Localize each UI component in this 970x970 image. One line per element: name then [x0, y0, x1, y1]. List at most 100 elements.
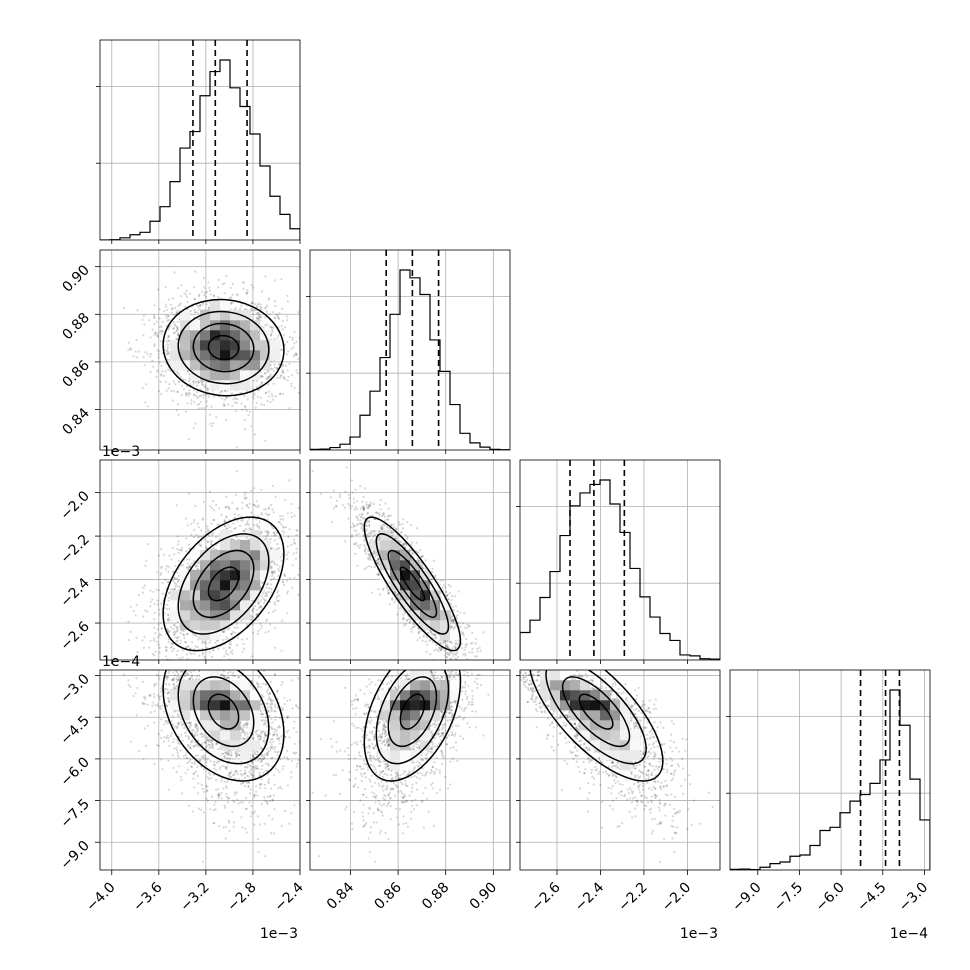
- sample-point: [277, 547, 281, 550]
- sample-point: [201, 518, 204, 521]
- sample-point: [149, 352, 152, 356]
- sample-point: [290, 515, 293, 519]
- sample-point: [250, 309, 253, 312]
- sample-point: [223, 519, 226, 522]
- sample-point: [256, 525, 259, 528]
- sample-point: [165, 389, 168, 392]
- sample-point: [173, 323, 176, 326]
- sample-point: [272, 610, 275, 613]
- density-cell: [270, 340, 281, 351]
- sample-point: [324, 539, 326, 541]
- sample-point: [146, 405, 149, 408]
- sample-point: [312, 524, 314, 526]
- density-cell: [210, 310, 221, 321]
- sample-point: [250, 511, 253, 514]
- sample-point: [173, 576, 176, 580]
- sample-point: [260, 383, 263, 386]
- sample-point: [300, 368, 302, 370]
- sample-point: [201, 641, 204, 645]
- density-cell: [220, 340, 231, 351]
- sample-point: [276, 599, 279, 603]
- sample-point: [177, 540, 180, 543]
- sample-point: [230, 633, 233, 636]
- sample-point: [164, 578, 167, 581]
- sample-point: [165, 353, 169, 356]
- sample-point: [281, 370, 284, 374]
- sample-point: [154, 332, 157, 335]
- sample-point: [259, 605, 262, 608]
- sample-point: [312, 359, 314, 361]
- sample-point: [225, 636, 228, 639]
- sample-point: [244, 530, 247, 533]
- sample-point: [176, 329, 179, 332]
- sample-point: [158, 633, 161, 636]
- sample-point: [161, 321, 164, 324]
- density-cell: [190, 340, 201, 351]
- sample-point: [242, 530, 245, 533]
- panel-1-0: [99, 249, 314, 451]
- sample-point: [201, 640, 204, 643]
- sample-point: [205, 296, 208, 299]
- sample-point: [194, 422, 197, 425]
- sample-point: [173, 324, 177, 327]
- sample-point: [217, 286, 220, 289]
- sample-point: [282, 333, 286, 336]
- sample-point: [216, 523, 219, 526]
- sample-point: [281, 307, 284, 310]
- sample-point: [156, 603, 159, 606]
- density-cell: [180, 340, 191, 351]
- panel-frame: [99, 39, 301, 241]
- sample-point: [258, 527, 261, 530]
- sample-point: [209, 542, 213, 545]
- sample-point: [265, 592, 268, 595]
- sample-point: [282, 364, 285, 367]
- sample-point: [292, 538, 296, 541]
- sample-point: [198, 395, 201, 398]
- sample-point: [268, 395, 271, 398]
- sample-point: [287, 535, 290, 539]
- sample-point: [241, 519, 244, 522]
- sample-point: [257, 525, 260, 528]
- sample-point: [172, 332, 176, 335]
- sample-point: [225, 495, 228, 498]
- sample-point: [172, 588, 175, 591]
- sample-point: [239, 524, 242, 527]
- sample-point: [173, 576, 176, 580]
- sample-point: [256, 311, 259, 314]
- panel-2-0: [99, 459, 326, 666]
- sample-point: [293, 514, 296, 517]
- panel-frame: [99, 249, 301, 451]
- sample-point: [171, 308, 174, 311]
- sample-point: [286, 579, 289, 582]
- sample-point: [170, 303, 173, 306]
- sample-point: [307, 543, 309, 545]
- sample-point: [158, 613, 161, 616]
- sample-point: [203, 655, 206, 659]
- sample-point: [201, 394, 204, 397]
- sample-point: [180, 295, 183, 298]
- sample-point: [260, 606, 263, 609]
- sample-point: [180, 664, 182, 666]
- sample-point: [265, 537, 268, 540]
- sample-point: [222, 664, 224, 666]
- sample-point: [240, 402, 243, 405]
- sample-point: [158, 651, 161, 654]
- sample-point: [149, 589, 152, 592]
- sample-point: [175, 325, 178, 328]
- sample-point: [225, 397, 228, 400]
- sample-point: [168, 383, 171, 386]
- sample-point: [192, 535, 196, 539]
- sample-point: [200, 529, 203, 532]
- sample-point: [231, 652, 234, 655]
- sample-point: [208, 286, 211, 289]
- sample-point: [274, 395, 277, 398]
- sample-point: [260, 595, 263, 598]
- sample-point: [241, 650, 244, 653]
- sample-point: [200, 290, 204, 293]
- sample-point: [174, 585, 177, 588]
- density-cell: [260, 340, 271, 351]
- sample-point: [178, 548, 181, 552]
- sample-point: [241, 408, 244, 411]
- sample-point: [243, 493, 246, 496]
- sample-point: [230, 296, 233, 299]
